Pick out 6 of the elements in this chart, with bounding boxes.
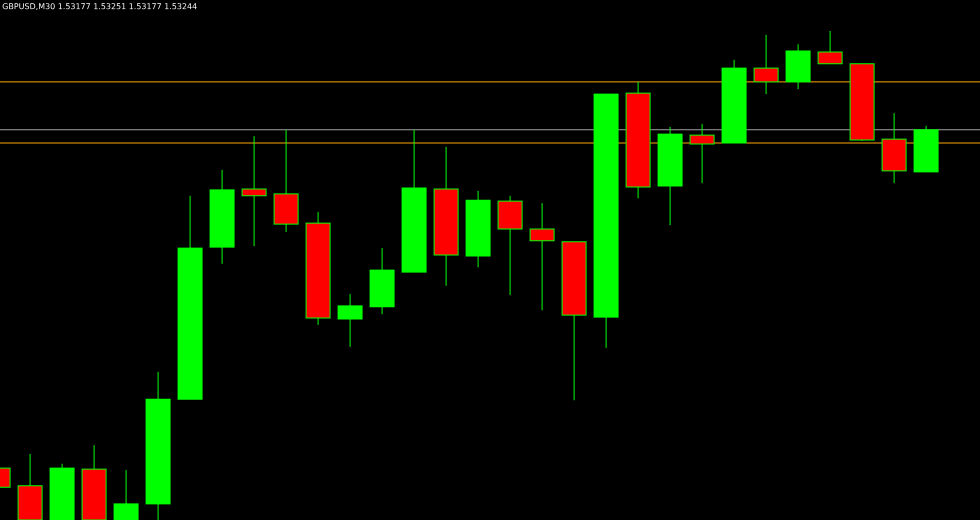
candlestick xyxy=(530,202,555,311)
candlestick xyxy=(690,123,715,184)
candlestick xyxy=(754,34,779,95)
candlestick xyxy=(338,294,363,348)
candlestick xyxy=(242,136,267,247)
candlestick xyxy=(818,30,843,64)
